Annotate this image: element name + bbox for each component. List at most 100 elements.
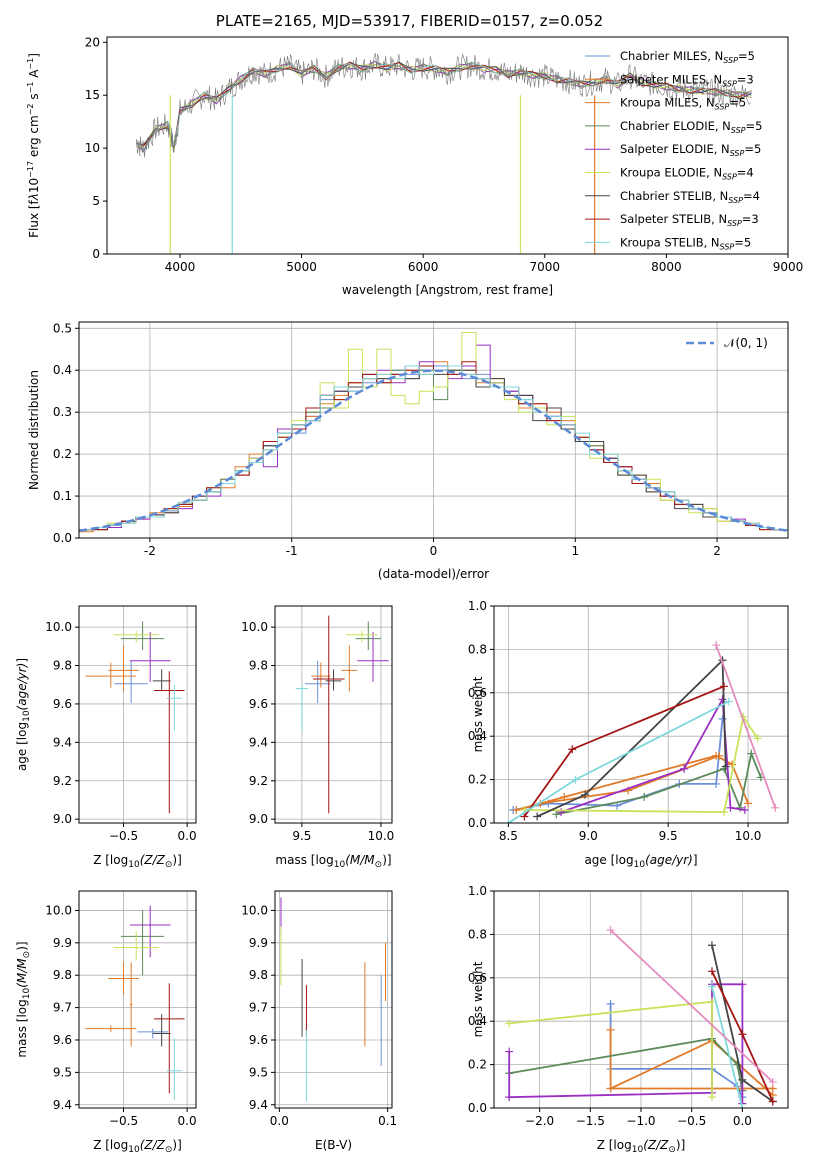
data-point-marker	[606, 926, 615, 935]
data-point-marker	[533, 812, 542, 821]
data-point-marker	[726, 803, 735, 812]
y-tick-label: 1.0	[468, 884, 487, 898]
data-point-marker	[557, 808, 566, 817]
x-tick-label: 9.0	[579, 829, 598, 843]
mass-weight-line	[609, 929, 774, 1083]
x-tick-label: 10.0	[735, 829, 762, 843]
x-tick-label: −1.0	[626, 1114, 655, 1128]
legend-label: Kroupa MILES, NSSP=5	[620, 96, 746, 112]
legend-label: Chabrier MILES, NSSP=5	[620, 49, 755, 65]
axes-hist: -2 -1 0 1 2 0.0 0.1 0.2 0.3 0.4 0.5 𝒩(0, 1)	[53, 321, 789, 558]
data-point-marker	[718, 695, 727, 704]
y-tick-label: 0.4	[468, 729, 487, 743]
x-tick-label: 0.0	[270, 1114, 289, 1128]
axes-weight-age: 8.5 9.0 9.5 10.0 0.0 0.2 0.4 0.6 0.8 1.0	[468, 599, 789, 843]
data-point-marker	[718, 714, 727, 723]
mass-weight-line	[509, 1037, 744, 1091]
axes-weight-z: −2.0 −1.5 −1.0 −0.5 0.0 0.0 0.2 0.4 0.6 0.8 1.0	[468, 884, 789, 1128]
plot-area	[135, 52, 752, 254]
data-point-marker	[505, 1093, 514, 1102]
y-tick-label: 0.2	[468, 1058, 487, 1072]
data-point-marker	[606, 1025, 615, 1034]
y-tick-label: 9.7	[53, 1001, 72, 1015]
y-tick-label: 0.8	[468, 927, 487, 941]
legend-label: 𝒩(0, 1)	[724, 336, 768, 350]
data-point-marker	[738, 980, 747, 989]
x-axis-label: E(B-V)	[315, 1138, 352, 1152]
y-tick-label: 9.4	[53, 735, 72, 749]
axes-frame	[493, 605, 789, 824]
y-tick-label: 9.4	[53, 1098, 72, 1112]
data-point-marker	[505, 1047, 514, 1056]
data-point-marker	[712, 641, 721, 650]
data-point-marker	[747, 749, 756, 758]
y-axis-label: age [log10(age/yr)]	[15, 658, 32, 771]
plot-area	[505, 926, 777, 1108]
data-point-marker	[771, 803, 780, 812]
y-axis-label: mass [log10(M/M⊙)]	[15, 941, 32, 1057]
data-point-marker	[680, 764, 689, 773]
data-point-marker	[733, 1060, 742, 1069]
x-tick-label: 0.0	[733, 1114, 752, 1128]
x-tick-label: −0.5	[109, 1114, 138, 1128]
data-point-marker	[707, 967, 716, 976]
y-tick-label: 9.8	[53, 968, 72, 982]
x-axis-label: Z [log10(Z/Z⊙)]	[93, 1138, 182, 1155]
y-tick-label: 10	[85, 141, 100, 155]
x-tick-label: 10.0	[368, 829, 395, 843]
y-axis-label: mass weight	[471, 676, 485, 752]
frame: 0.0 0.1 9.4 9.5 9.6 9.7 9.8 9.9 10.0	[241, 890, 397, 1128]
y-tick-label: 9.6	[53, 1033, 72, 1047]
frame: −0.5 0.0 9.0 9.2 9.4 9.6 9.8 10.0	[45, 605, 197, 843]
legend-label: Salpeter STELIB, NSSP=3	[620, 212, 759, 228]
x-tick-label: 6000	[408, 260, 439, 274]
y-tick-label: 9.6	[53, 697, 72, 711]
data-point-marker	[640, 792, 649, 801]
y-tick-label: 0.4	[468, 1014, 487, 1028]
y-tick-label: 1.0	[468, 599, 487, 613]
legend-label: Kroupa ELODIE, NSSP=4	[620, 166, 754, 182]
y-tick-label: 9.0	[53, 812, 72, 826]
x-tick-label: −0.5	[109, 829, 138, 843]
y-tick-label: 0.6	[468, 686, 487, 700]
y-tick-label: 0.0	[468, 816, 487, 830]
y-tick-label: 9.4	[249, 735, 268, 749]
legend-label: Kroupa STELIB, NSSP=5	[620, 235, 751, 251]
mass-weight-line	[536, 658, 727, 818]
data-point-marker	[712, 779, 721, 788]
data-point-marker	[568, 745, 577, 754]
data-point-marker	[744, 799, 753, 808]
model-spectrum-line	[135, 62, 752, 150]
data-point-marker	[571, 775, 580, 784]
axes-mass-ebv: 0.0 0.1 9.4 9.5 9.6 9.7 9.8 9.9 10.0	[241, 890, 397, 1128]
legend-label: Salpeter MILES, NSSP=3	[620, 72, 754, 88]
y-tick-label: 0.3	[53, 405, 72, 419]
x-tick-label: 9.5	[292, 829, 311, 843]
data-point-marker	[707, 941, 716, 950]
data-point-marker	[736, 803, 745, 812]
y-tick-label: 0.2	[468, 773, 487, 787]
y-tick-label: 0.6	[468, 971, 487, 985]
y-tick-label: 10.0	[241, 903, 268, 917]
axes-frame	[106, 36, 789, 255]
x-tick-label: −0.5	[677, 1114, 706, 1128]
y-tick-label: 5	[92, 194, 100, 208]
mass-weight-line	[513, 718, 724, 811]
mass-weight-line	[715, 644, 777, 809]
axes-age-mass: 9.5 10.0 9.0 9.2 9.4 9.6 9.8 10.0	[241, 605, 395, 843]
data-point-marker	[738, 1075, 747, 1084]
y-tick-label: 9.8	[249, 968, 268, 982]
x-tick-label: -1	[286, 544, 298, 558]
x-tick-label: 0	[430, 544, 438, 558]
y-tick-label: 9.6	[249, 697, 268, 711]
y-tick-label: 0.0	[468, 1101, 487, 1115]
x-axis-label: age [log10(age/yr)]	[584, 853, 697, 870]
data-point-marker	[581, 790, 590, 799]
y-tick-label: 9.4	[249, 1098, 268, 1112]
axes-frame	[274, 605, 393, 824]
data-spectrum-line	[135, 52, 751, 158]
x-tick-label: −2.0	[525, 1114, 554, 1128]
axes-mass-z: −0.5 0.0 9.4 9.5 9.6 9.7 9.8 9.9 10.0	[45, 890, 197, 1128]
y-tick-label: 15	[85, 88, 100, 102]
